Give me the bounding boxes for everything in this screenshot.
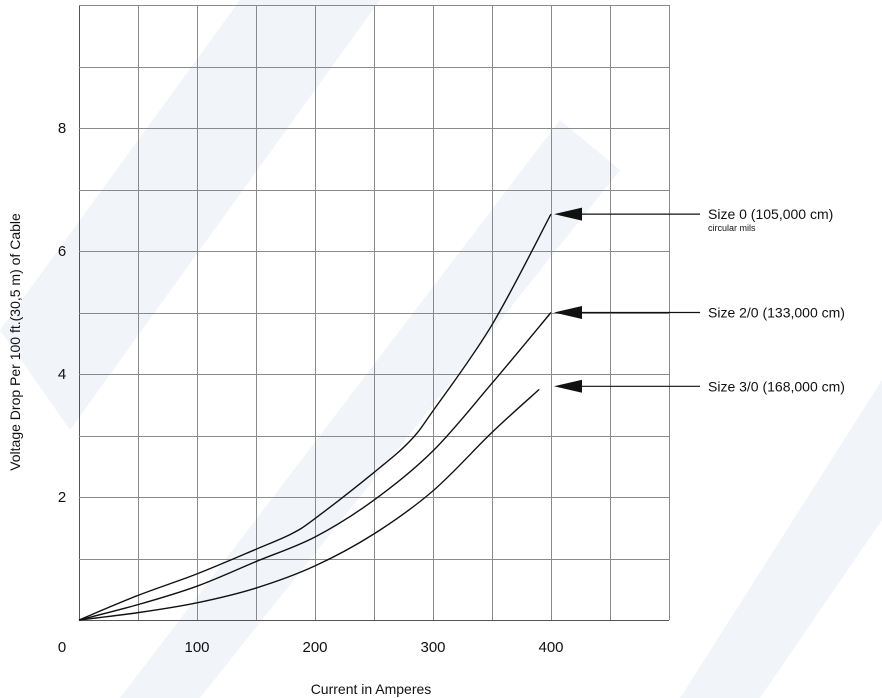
annotation-arrowhead [554,306,582,319]
x-axis-label: Current in Amperes [311,681,432,697]
annotation-label: Size 2/0 (133,000 cm) [708,305,845,321]
y-axis-label: Voltage Drop Per 100 ft.(30,5 m) of Cabl… [7,213,23,471]
y-tick-label: 8 [58,120,66,137]
x-tick-label: 0 [58,639,66,656]
curve-annotation: Size 0 (105,000 cm)circular mils [554,206,833,233]
curve-annotation: Size 3/0 (168,000 cm) [554,378,845,394]
x-axis-ticks: 0 100 200 300 400 [58,639,564,656]
x-tick-label: 100 [184,639,209,656]
y-tick-label: 2 [58,489,66,506]
series-line [78,213,552,621]
annotation-sublabel: circular mils [708,223,756,233]
annotation-arrowhead [554,379,582,393]
annotation-label: Size 0 (105,000 cm) [708,206,833,222]
series-line [78,312,552,621]
x-tick-label: 200 [302,639,327,656]
annotation-arrowhead [554,207,582,221]
curve-annotations: Size 0 (105,000 cm)circular mils Size 2/0… [554,206,845,394]
x-tick-label: 300 [420,639,445,656]
series-line [78,388,540,621]
annotation-label: Size 3/0 (168,000 cm) [708,378,845,394]
y-tick-label: 4 [58,366,66,383]
chart-series [78,213,552,621]
y-tick-label: 6 [58,243,66,260]
x-tick-label: 400 [538,639,563,656]
y-axis-ticks: 2 4 6 8 [58,120,66,506]
curve-annotation: Size 2/0 (133,000 cm) [554,305,845,321]
